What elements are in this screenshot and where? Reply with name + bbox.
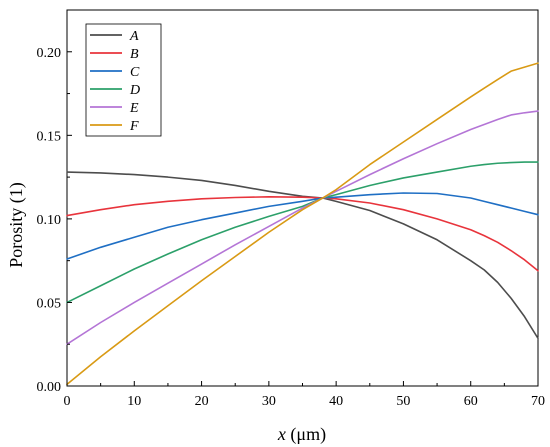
y-tick-label: 0.00 [37, 380, 62, 395]
x-axis-title-unit: (μm) [286, 424, 326, 445]
series-line-e [66, 110, 539, 346]
legend-label-a: A [129, 29, 139, 44]
y-axis: 0.00 0.05 0.10 0.15 0.20 [37, 9, 72, 395]
legend-label-f: F [129, 119, 139, 134]
y-tick-label: 0.15 [37, 129, 62, 144]
x-axis-title: x (μm) [277, 424, 326, 445]
series-layer [66, 62, 539, 386]
series-line-b [66, 196, 539, 272]
y-tick-label: 0.10 [37, 213, 62, 228]
legend-label-e: E [129, 101, 139, 116]
x-tick-label: 0 [64, 394, 71, 409]
x-tick-label: 70 [531, 394, 545, 409]
series-line-c [66, 192, 539, 260]
x-tick-label: 60 [464, 394, 478, 409]
x-axis-title-variable: x [277, 424, 286, 444]
legend-label-c: C [130, 65, 140, 80]
x-axis: 0 10 20 30 40 50 60 70 [64, 381, 545, 409]
y-axis-title: Porosity (1) [6, 182, 27, 268]
legend-label-b: B [130, 47, 139, 62]
series-line-a [66, 171, 539, 340]
legend-box [85, 23, 162, 137]
x-tick-label: 20 [195, 394, 209, 409]
y-tick-label: 0.05 [37, 296, 62, 311]
plot-area: 0 10 20 30 40 50 60 70 0.00 0.05 0.10 0.15 0.20 ABC… [37, 9, 545, 409]
series-line-f [66, 62, 539, 386]
y-tick-label: 0.20 [37, 46, 62, 61]
legend-label-d: D [129, 83, 140, 98]
x-tick-label: 30 [262, 394, 276, 409]
x-tick-label: 10 [127, 394, 141, 409]
x-tick-label: 40 [329, 394, 343, 409]
x-tick-label: 50 [396, 394, 410, 409]
series-line-d [66, 161, 539, 304]
